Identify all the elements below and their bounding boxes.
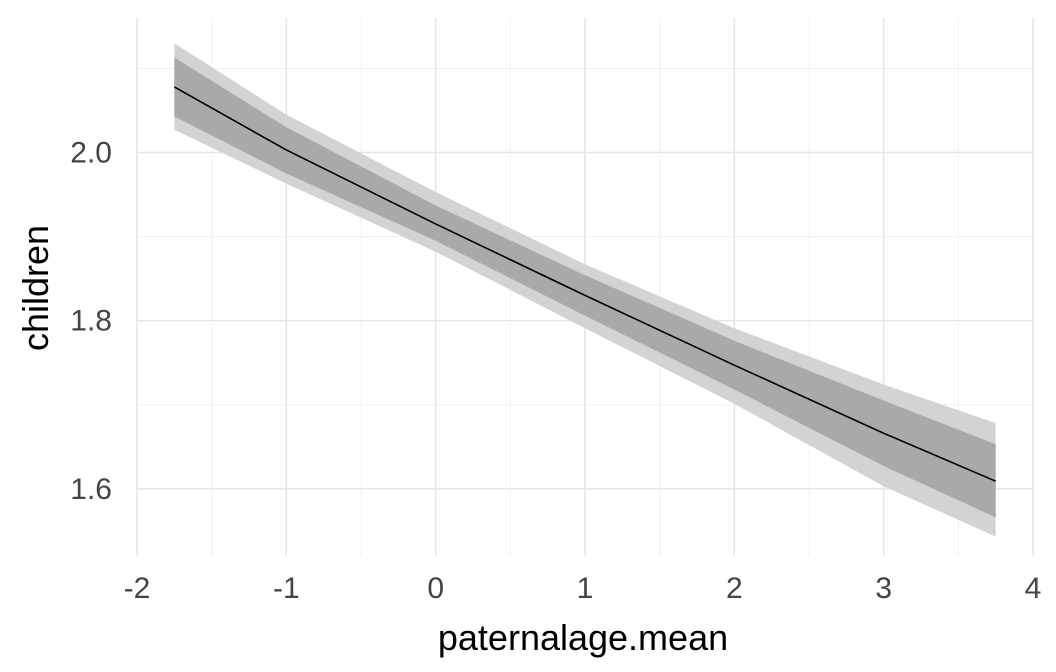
y-tick-label: 2.0 [70,137,112,170]
x-tick-label: 3 [875,572,892,605]
x-tick-label: -1 [273,572,300,605]
x-tick-label: 4 [1025,572,1042,605]
lines [173,86,996,482]
ribbons [174,43,996,537]
estimate-line [173,86,996,482]
y-axis-title: children [15,225,56,351]
x-tick-label: 1 [577,572,594,605]
y-tick-label: 1.8 [70,305,112,338]
y-tick-label: 1.6 [70,473,112,506]
x-axis-title: paternalage.mean [438,617,728,658]
x-tick-label: -2 [124,572,151,605]
x-tick-label: 0 [427,572,444,605]
x-tick-label: 2 [726,572,743,605]
tick-labels: -2 -1 0 1 2 3 4 1.6 1.8 2.0 [70,137,1041,606]
inner-credible-band [174,57,996,518]
